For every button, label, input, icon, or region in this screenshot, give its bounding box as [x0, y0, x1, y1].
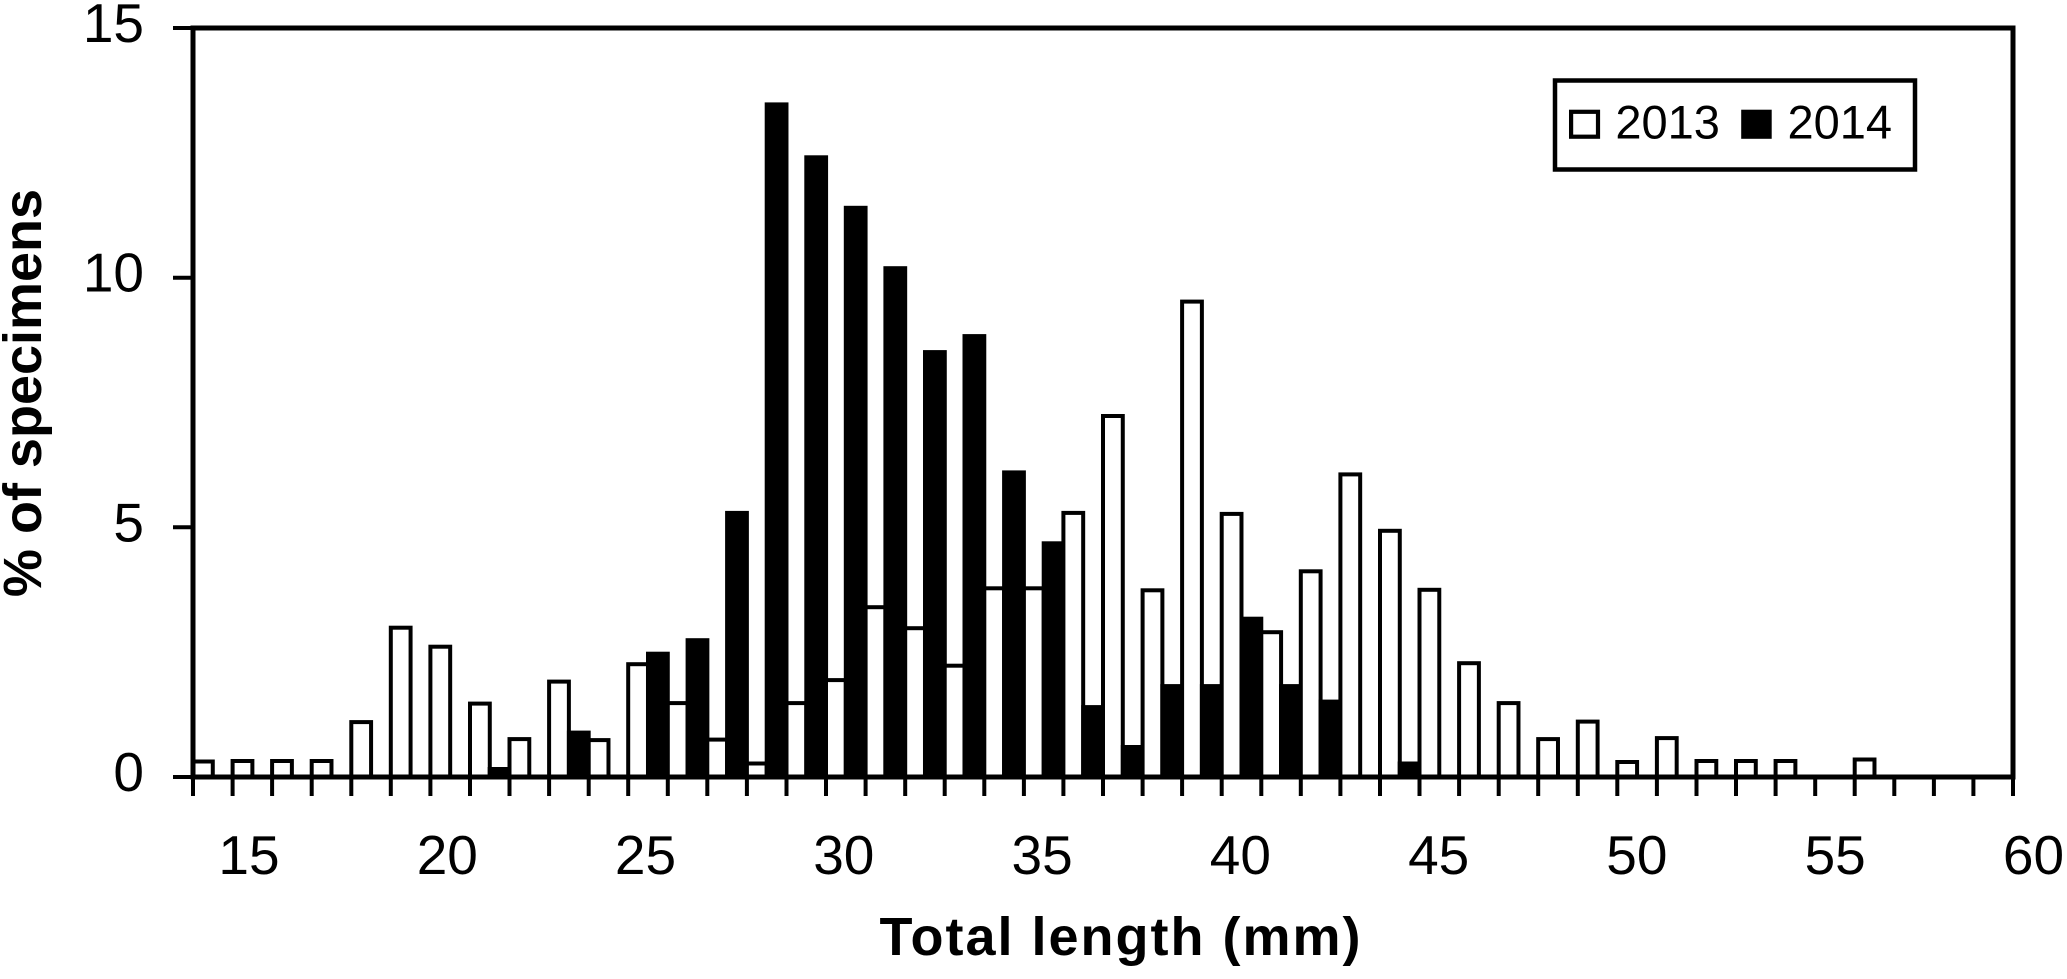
svg-text:% of specimens: % of specimens: [0, 189, 53, 597]
svg-text:45: 45: [1408, 824, 1469, 886]
svg-text:25: 25: [615, 824, 676, 886]
svg-text:55: 55: [1805, 824, 1866, 886]
svg-text:40: 40: [1210, 824, 1271, 886]
svg-text:20: 20: [417, 824, 478, 886]
svg-text:5: 5: [113, 491, 144, 553]
svg-text:60: 60: [2003, 824, 2064, 886]
svg-text:2014: 2014: [1788, 96, 1893, 149]
svg-text:50: 50: [1606, 824, 1667, 886]
svg-text:Total length (mm): Total length (mm): [880, 907, 1363, 967]
svg-text:0: 0: [113, 741, 144, 803]
svg-text:15: 15: [83, 0, 144, 54]
svg-text:15: 15: [218, 824, 279, 886]
svg-text:35: 35: [1012, 824, 1073, 886]
svg-text:2013: 2013: [1615, 96, 1720, 149]
svg-text:10: 10: [83, 242, 144, 304]
svg-text:30: 30: [813, 824, 874, 886]
